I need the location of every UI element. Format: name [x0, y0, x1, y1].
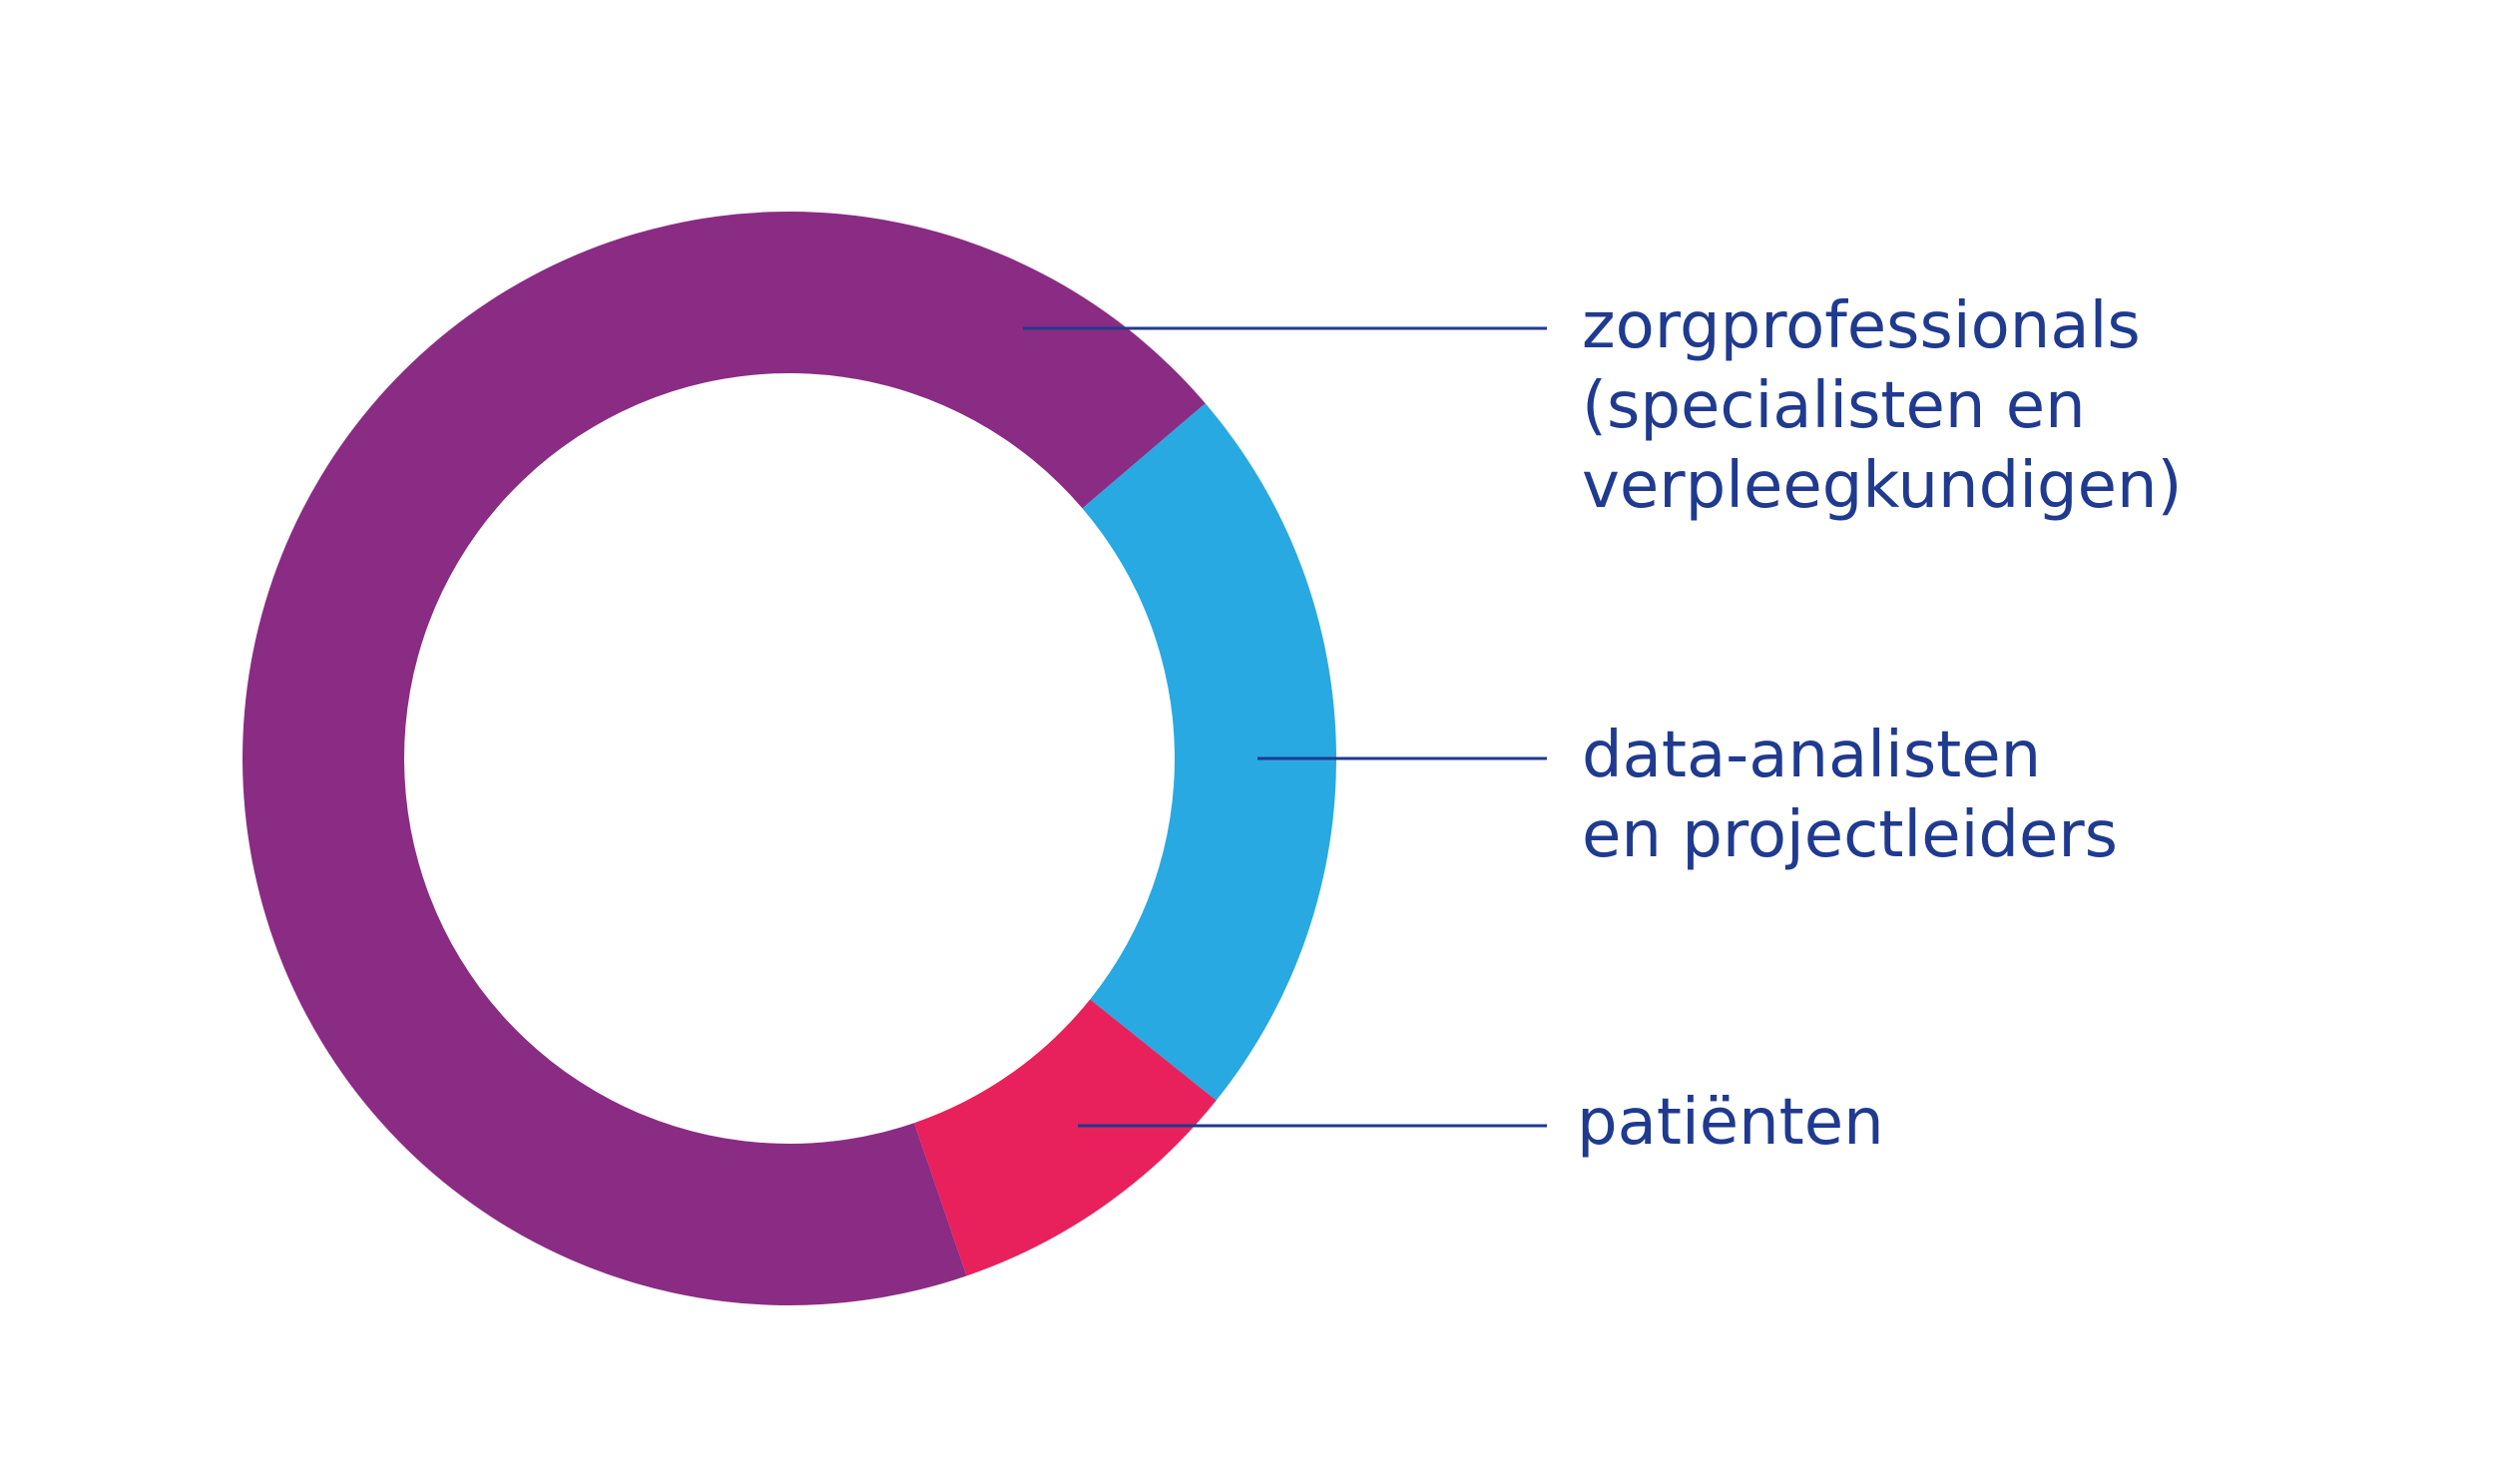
slice-labels: data-analisten en projectleiders patiënten… [1023, 289, 2183, 1160]
label-line-text: zorgprofessionals [1582, 289, 2141, 363]
slice-data-analisten [1082, 403, 1336, 1101]
label-zorgprofessionals: zorgprofessionals (specialisten en verplee… [1582, 289, 2183, 523]
label-line-text: verpleegkundigen) [1582, 449, 2183, 523]
slice-zorgprofessionals [243, 212, 1206, 1306]
slice-patienten [914, 999, 1217, 1276]
label-line-text: patiënten [1577, 1086, 1884, 1160]
donut-slices [243, 212, 1336, 1306]
label-line-text: data-analisten [1582, 719, 2041, 792]
label-line-text: (specialisten en [1582, 369, 2086, 443]
label-line-text: en projectleiders [1582, 798, 2118, 872]
label-data-analisten: data-analisten en projectleiders [1582, 719, 2118, 872]
label-patienten: patiënten [1577, 1086, 1884, 1160]
